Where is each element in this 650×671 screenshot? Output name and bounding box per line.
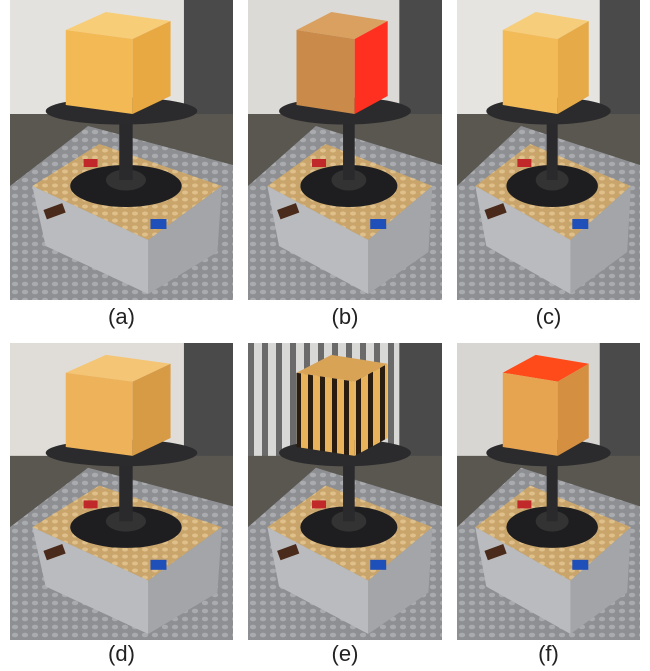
pole (343, 114, 355, 180)
brick (572, 219, 589, 229)
cube-front (296, 30, 355, 114)
brick (83, 159, 98, 167)
brick (150, 219, 167, 229)
box-right (570, 527, 631, 635)
cube-top (296, 354, 388, 382)
cube-front (296, 372, 355, 456)
brick (484, 544, 507, 561)
brick (277, 203, 300, 220)
pole (343, 455, 355, 522)
brick (83, 500, 98, 509)
photo (10, 0, 233, 300)
cube-front (65, 372, 133, 456)
caption: (f) (538, 641, 559, 666)
cube-front (65, 30, 133, 114)
cube-top (65, 354, 171, 382)
wall-panel (183, 343, 233, 468)
brick (312, 500, 327, 509)
cube-side (557, 363, 589, 456)
photo (248, 0, 442, 300)
caption: (d) (108, 641, 135, 666)
brick (43, 203, 66, 220)
wall-panel (599, 0, 640, 126)
cube-top (502, 354, 589, 382)
box-right (368, 527, 433, 635)
box-right (570, 186, 631, 294)
pole (546, 455, 558, 522)
wall-panel (399, 343, 442, 468)
brick (517, 500, 532, 509)
wall-panel (183, 0, 233, 126)
brick (312, 159, 327, 167)
cube-side (354, 363, 388, 456)
brick (370, 559, 387, 570)
wall-panel (399, 0, 442, 126)
caption: (a) (108, 304, 135, 329)
photo (10, 343, 233, 640)
cube-side (557, 21, 589, 114)
brick (572, 559, 589, 570)
photo (248, 343, 442, 640)
pole (119, 455, 133, 522)
cube-front (502, 372, 558, 456)
box-right (368, 186, 433, 294)
cube-top (65, 12, 171, 39)
pole (119, 114, 133, 180)
cube-side (354, 21, 388, 114)
caption: (b) (332, 304, 359, 329)
pole (546, 114, 558, 180)
brick (277, 544, 300, 561)
cube-front (502, 30, 558, 114)
brick (517, 159, 532, 167)
cube-top (502, 12, 589, 39)
brick (150, 559, 167, 570)
caption: (e) (332, 641, 359, 666)
photo (457, 343, 640, 640)
cube-side (132, 363, 171, 456)
cube-top (296, 12, 388, 39)
cube-side (132, 21, 171, 114)
box-right (148, 186, 222, 294)
caption: (c) (536, 304, 562, 329)
brick (370, 219, 387, 229)
brick (484, 203, 507, 220)
brick (43, 544, 66, 561)
box-right (148, 527, 222, 635)
wall-panel (599, 343, 640, 468)
photo (457, 0, 640, 300)
